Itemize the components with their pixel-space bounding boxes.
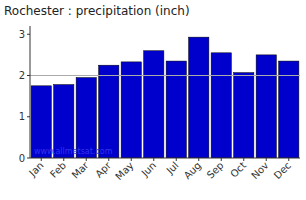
chart-container: Rochester : precipitation (inch) 0 1 2 3 JanF… (0, 0, 306, 200)
bar (76, 78, 96, 158)
y-tick (27, 34, 30, 35)
bar (211, 53, 231, 158)
bar (99, 65, 119, 158)
x-tick-label: Oct (228, 160, 248, 180)
x-axis-line (30, 158, 300, 159)
x-tick-label: Feb (48, 160, 68, 180)
title: Rochester : precipitation (inch) (4, 4, 190, 18)
y-tick-label: 3 (19, 29, 25, 40)
x-tick-label: Nov (249, 160, 271, 182)
reference-line (30, 75, 300, 76)
plot-area (30, 37, 300, 158)
bar (144, 51, 164, 158)
chart-svg: Rochester : precipitation (inch) 0 1 2 3 JanF… (0, 0, 306, 200)
x-tick-label: Jun (139, 160, 159, 180)
y-tick-label: 1 (19, 111, 25, 122)
x-tick (266, 158, 267, 161)
x-tick (131, 158, 132, 161)
x-tick-label: Jul (164, 160, 181, 177)
x-tick-label: Apr (93, 159, 114, 180)
x-tick (221, 158, 222, 161)
x-tick (176, 158, 177, 161)
bar (189, 37, 209, 158)
y-axis-line (30, 26, 31, 158)
x-tick (288, 158, 289, 161)
x-tick-label: May (113, 160, 135, 182)
x-tick-label: Jan (26, 160, 45, 179)
x-tick-label: Sep (205, 160, 226, 181)
bar (256, 55, 276, 158)
x-tick (41, 158, 42, 161)
x-tick-label: Mar (70, 159, 92, 181)
bar (234, 73, 254, 158)
x-tick (243, 158, 244, 161)
x-tick (108, 158, 109, 161)
x-tick (86, 158, 87, 161)
y-tick-label: 0 (19, 153, 25, 164)
x-tick (63, 158, 64, 161)
x-tick-label: Dec (272, 160, 293, 181)
y-tick (27, 158, 30, 159)
watermark: www.allmetsat.com (34, 147, 113, 156)
y-tick (27, 75, 30, 76)
bar (121, 62, 141, 158)
x-tick-label: Aug (182, 160, 204, 182)
page: {"chart_data": {"type": "bar", "title": … (0, 0, 306, 200)
x-tick (153, 158, 154, 161)
x-tick (198, 158, 199, 161)
y-tick-label: 2 (19, 70, 25, 81)
y-tick (27, 116, 30, 117)
